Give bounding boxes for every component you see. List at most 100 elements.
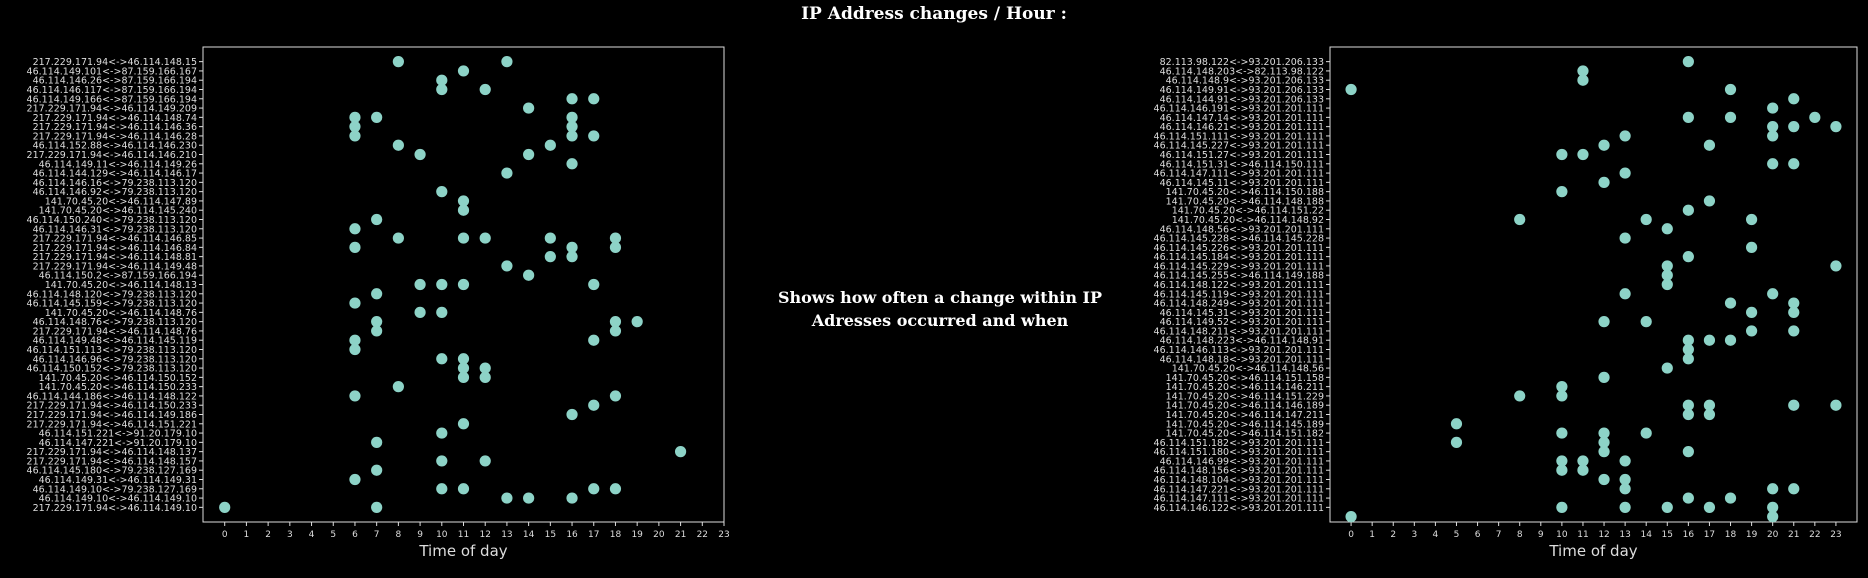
data-point — [566, 409, 577, 420]
data-point — [1556, 149, 1567, 160]
data-point — [371, 465, 382, 476]
data-point — [1704, 335, 1715, 346]
x-tick-label: 17 — [588, 530, 599, 540]
x-tick-label: 15 — [1662, 530, 1673, 540]
chart-1: 0123456789101112131415161718192021222321… — [27, 47, 730, 560]
data-point — [371, 214, 382, 225]
x-tick-label: 21 — [675, 530, 686, 540]
data-point — [632, 316, 643, 327]
x-tick-label: 20 — [1767, 530, 1779, 540]
data-point — [566, 130, 577, 141]
x-tick-label: 11 — [1577, 530, 1588, 540]
data-point — [371, 502, 382, 513]
data-point — [610, 390, 621, 401]
x-tick-label: 17 — [1704, 530, 1715, 540]
data-point — [1662, 502, 1673, 513]
data-point — [523, 149, 534, 160]
x-tick-label: 19 — [631, 530, 643, 540]
x-tick-label: 23 — [718, 530, 729, 540]
data-point — [566, 492, 577, 503]
x-tick-label: 12 — [479, 530, 490, 540]
data-point — [1345, 84, 1356, 95]
data-point — [1514, 214, 1525, 225]
data-point — [1830, 121, 1841, 132]
data-point — [1683, 446, 1694, 457]
data-point — [1767, 130, 1778, 141]
data-point — [523, 102, 534, 113]
data-point — [371, 325, 382, 336]
data-point — [1662, 223, 1673, 234]
data-point — [1830, 400, 1841, 411]
data-point — [1746, 325, 1757, 336]
data-point — [1746, 242, 1757, 253]
data-point — [1725, 84, 1736, 95]
x-tick-label: 6 — [1475, 530, 1481, 540]
data-point — [501, 167, 512, 178]
x-tick-label: 19 — [1746, 530, 1758, 540]
x-tick-label: 5 — [330, 530, 336, 540]
data-point — [1577, 75, 1588, 86]
data-point — [545, 140, 556, 151]
data-point — [1556, 186, 1567, 197]
data-point — [1662, 279, 1673, 290]
data-point — [1514, 390, 1525, 401]
data-point — [458, 65, 469, 76]
x-tick-label: 10 — [1556, 530, 1568, 540]
data-point — [1620, 455, 1631, 466]
data-point — [393, 232, 404, 243]
data-point — [1598, 316, 1609, 327]
x-tick-label: 1 — [1369, 530, 1375, 540]
chart-2: 0123456789101112131415161718192021222382… — [1154, 47, 1857, 560]
data-point — [349, 242, 360, 253]
x-tick-label: 15 — [545, 530, 556, 540]
x-tick-label: 13 — [501, 530, 512, 540]
plot-frame — [1330, 47, 1857, 522]
data-point — [588, 130, 599, 141]
data-point — [545, 232, 556, 243]
x-tick-label: 22 — [1809, 530, 1820, 540]
data-point — [1683, 205, 1694, 216]
data-point — [1620, 232, 1631, 243]
x-tick-label: 21 — [1788, 530, 1799, 540]
data-point — [501, 260, 512, 271]
data-point — [219, 502, 230, 513]
data-point — [610, 325, 621, 336]
x-tick-label: 8 — [1517, 530, 1523, 540]
x-tick-label: 3 — [1411, 530, 1417, 540]
data-point — [480, 232, 491, 243]
data-point — [588, 483, 599, 494]
data-point — [371, 112, 382, 123]
data-point — [610, 242, 621, 253]
x-tick-label: 2 — [1390, 530, 1396, 540]
data-point — [1746, 214, 1757, 225]
data-point — [1704, 409, 1715, 420]
data-point — [393, 140, 404, 151]
data-point — [1641, 316, 1652, 327]
data-point — [1704, 195, 1715, 206]
data-point — [1451, 437, 1462, 448]
data-point — [1598, 140, 1609, 151]
data-point — [1746, 307, 1757, 318]
data-point — [436, 186, 447, 197]
data-point — [1788, 307, 1799, 318]
data-point — [1788, 483, 1799, 494]
data-point — [458, 232, 469, 243]
data-point — [1683, 353, 1694, 364]
y-tick-label: 217.229.171.94<->46.114.149.10 — [33, 503, 197, 514]
data-point — [588, 279, 599, 290]
data-point — [566, 251, 577, 262]
data-point — [1830, 260, 1841, 271]
data-point — [1767, 102, 1778, 113]
x-tick-label: 10 — [436, 530, 448, 540]
x-tick-label: 16 — [1683, 530, 1695, 540]
data-point — [1577, 149, 1588, 160]
data-point — [1767, 158, 1778, 169]
x-tick-label: 2 — [265, 530, 271, 540]
x-tick-label: 3 — [287, 530, 293, 540]
data-point — [1725, 112, 1736, 123]
y-tick-label: 46.114.146.122<->93.201.201.111 — [1154, 503, 1324, 514]
data-point — [1345, 511, 1356, 522]
x-tick-label: 13 — [1619, 530, 1630, 540]
data-point — [1598, 372, 1609, 383]
data-point — [458, 279, 469, 290]
